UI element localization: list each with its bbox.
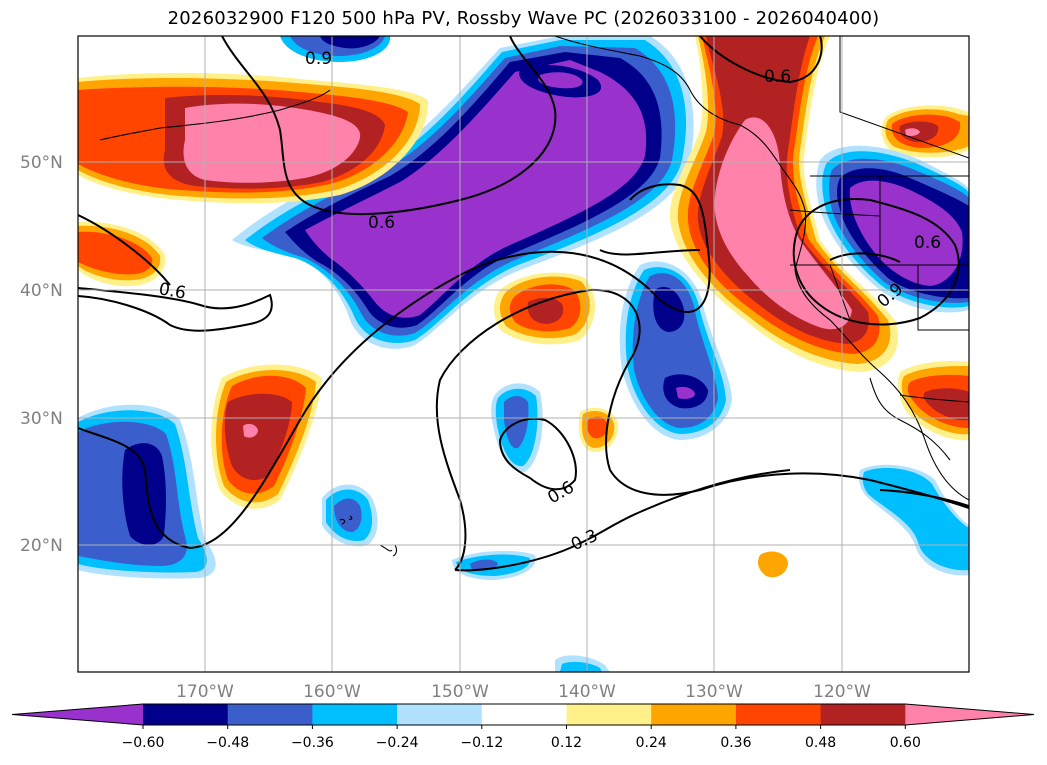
colorbar-tick-label: 0.12	[551, 735, 582, 751]
gridlines	[78, 36, 969, 672]
colorbar-tick-label: 0.48	[805, 735, 836, 751]
colorbar-tick-label: −0.24	[376, 735, 419, 751]
latitude-labels: 50°N 40°N 30°N 20°N	[20, 153, 63, 556]
colorbar-segment	[143, 704, 229, 725]
colorbar-segment	[397, 704, 483, 725]
contour-lines	[78, 36, 969, 572]
colorbar-tick-label: −0.48	[206, 735, 249, 751]
lon-label: 140°W	[558, 682, 616, 702]
colorbar-segment	[566, 704, 652, 725]
colorbar: −0.60 −0.48 −0.36 −0.24 −0.12 0.12 0.24 0.36 0.4…	[11, 703, 1035, 751]
contour-label: 0.6	[914, 233, 941, 253]
lat-label: 20°N	[20, 536, 63, 556]
colorbar-extend-high	[905, 704, 1034, 725]
colorbar-segment	[481, 704, 567, 725]
state-borders	[789, 36, 969, 403]
lat-label: 40°N	[20, 281, 63, 301]
coastlines	[99, 36, 969, 557]
colorbar-segment	[227, 704, 313, 725]
lon-label: 130°W	[685, 682, 743, 702]
colorbar-tick-label: −0.36	[291, 735, 334, 751]
lat-label: 30°N	[20, 409, 63, 429]
map-frame	[77, 35, 970, 673]
colorbar-tick-label: −0.60	[122, 735, 165, 751]
contour-label: 0.9	[305, 49, 332, 69]
colorbar-tick-label: −0.12	[460, 735, 503, 751]
negative-anomaly-core	[305, 60, 647, 318]
colorbar-segment	[820, 704, 906, 725]
colorbar-extend-low	[12, 704, 143, 725]
contour-label: 0.6	[157, 279, 187, 303]
colorbar-segment	[651, 704, 737, 725]
colorbar-tick-label: 0.60	[890, 735, 921, 751]
map-title: 2026032900 F120 500 hPa PV, Rossby Wave …	[167, 8, 880, 29]
colorbar-segment	[735, 704, 822, 725]
colorbar-tick-label: 0.24	[636, 735, 667, 751]
pv-field: 0.9 0.6 0.6 0.6 0.6 0.6 0.9 0.3	[78, 36, 969, 672]
contour-label: 0.6	[764, 67, 791, 87]
lon-label: 170°W	[176, 682, 234, 702]
contour-label: 0.6	[368, 213, 395, 233]
lon-label: 160°W	[303, 682, 361, 702]
lon-label: 120°W	[813, 682, 871, 702]
longitude-labels: 170°W 160°W 150°W 140°W 130°W 120°W	[176, 682, 871, 702]
colorbar-tick-label: 0.36	[720, 735, 751, 751]
colorbar-segment	[312, 704, 398, 725]
lat-label: 50°N	[20, 153, 63, 173]
lon-label: 150°W	[431, 682, 489, 702]
